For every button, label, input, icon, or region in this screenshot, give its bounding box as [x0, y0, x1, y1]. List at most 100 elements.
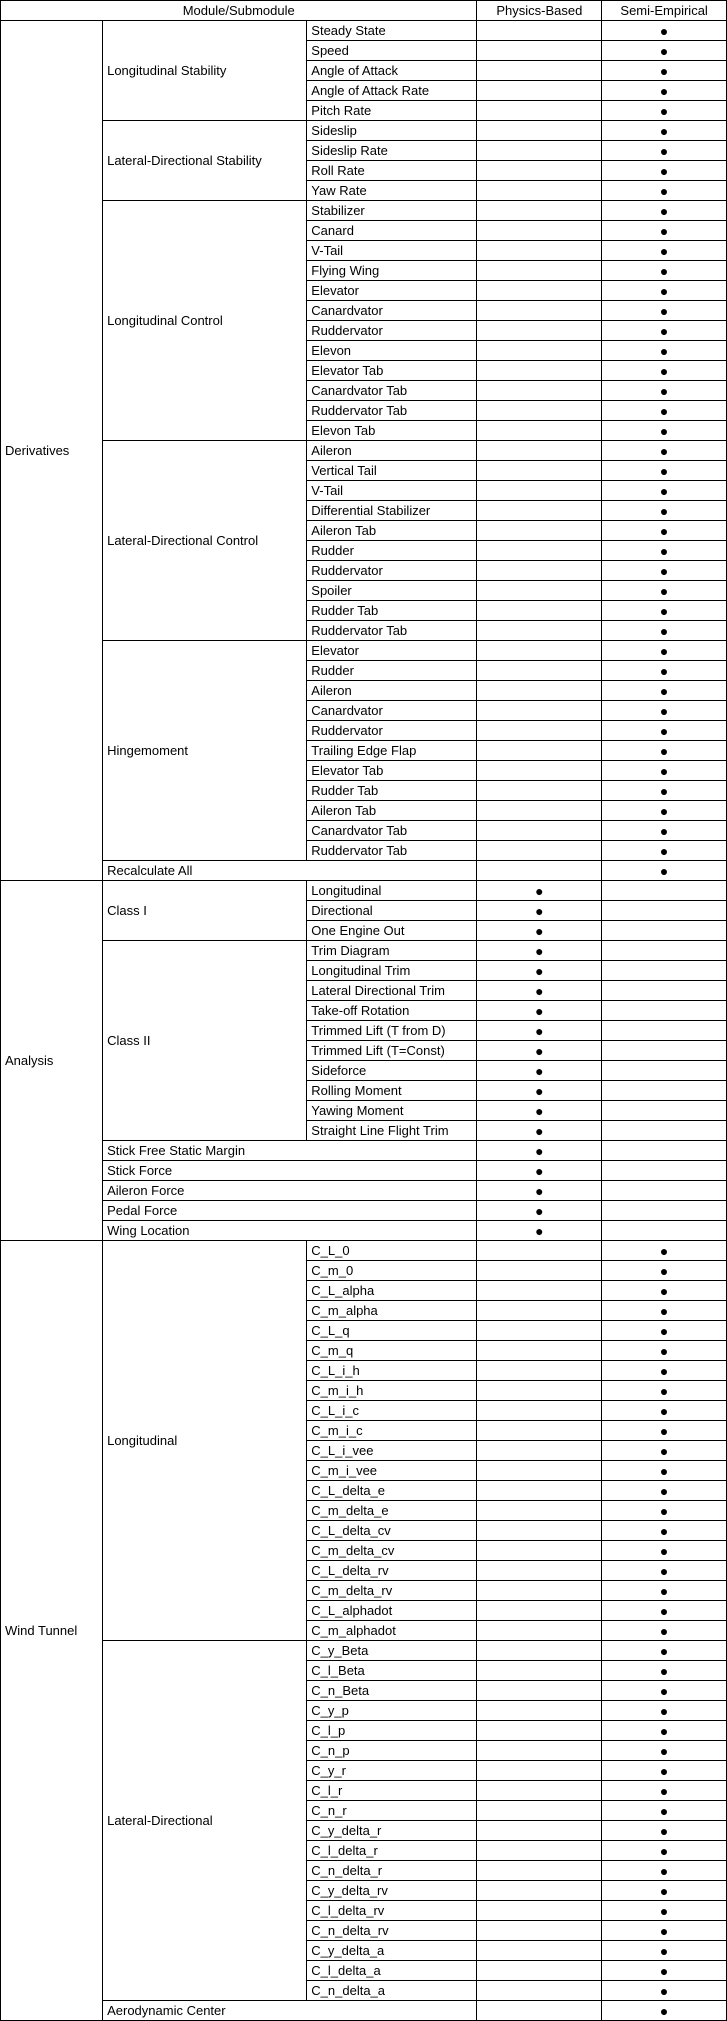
semi-cell: ● — [602, 1801, 727, 1821]
physics-cell — [477, 1981, 602, 2001]
item-cell: V-Tail — [307, 241, 477, 261]
semi-cell: ● — [602, 141, 727, 161]
item-cell: C_y_delta_r — [307, 1821, 477, 1841]
physics-cell — [477, 201, 602, 221]
item-cell: C_L_q — [307, 1321, 477, 1341]
table-row: Pedal Force● — [1, 1201, 727, 1221]
item-cell: Elevator — [307, 281, 477, 301]
item-cell: Elevator — [307, 641, 477, 661]
module-cell: Derivatives — [1, 21, 103, 881]
item-cell: Pedal Force — [103, 1201, 477, 1221]
physics-cell — [477, 1901, 602, 1921]
item-cell: Aerodynamic Center — [103, 2001, 477, 2021]
physics-cell — [477, 2001, 602, 2021]
semi-cell: ● — [602, 681, 727, 701]
item-cell: C_y_delta_a — [307, 1941, 477, 1961]
item-cell: Ruddervator — [307, 321, 477, 341]
table-row: HingemomentElevator● — [1, 641, 727, 661]
semi-cell — [602, 1101, 727, 1121]
physics-cell — [477, 821, 602, 841]
physics-cell — [477, 301, 602, 321]
semi-cell: ● — [602, 241, 727, 261]
physics-cell — [477, 1841, 602, 1861]
table-row: Aileron Force● — [1, 1181, 727, 1201]
physics-cell: ● — [477, 1161, 602, 1181]
item-cell: Stick Free Static Margin — [103, 1141, 477, 1161]
physics-cell — [477, 1781, 602, 1801]
semi-cell — [602, 1081, 727, 1101]
item-cell: C_L_alphadot — [307, 1601, 477, 1621]
physics-cell — [477, 521, 602, 541]
semi-cell: ● — [602, 781, 727, 801]
item-cell: C_l_p — [307, 1721, 477, 1741]
semi-cell: ● — [602, 1581, 727, 1601]
semi-cell — [602, 1201, 727, 1221]
physics-cell: ● — [477, 1061, 602, 1081]
item-cell: Elevon Tab — [307, 421, 477, 441]
table-row: Recalculate All● — [1, 861, 727, 881]
semi-cell — [602, 1221, 727, 1241]
item-cell: Sideforce — [307, 1061, 477, 1081]
physics-cell — [477, 1321, 602, 1341]
semi-cell: ● — [602, 761, 727, 781]
physics-cell — [477, 1641, 602, 1661]
item-cell: C_n_p — [307, 1741, 477, 1761]
item-cell: Trimmed Lift (T from D) — [307, 1021, 477, 1041]
semi-cell: ● — [602, 21, 727, 41]
item-cell: Angle of Attack Rate — [307, 81, 477, 101]
physics-cell: ● — [477, 1141, 602, 1161]
item-cell: C_y_Beta — [307, 1641, 477, 1661]
physics-cell — [477, 801, 602, 821]
table-row: Class IITrim Diagram● — [1, 941, 727, 961]
table-row: Lateral-Directional StabilitySideslip● — [1, 121, 727, 141]
item-cell: V-Tail — [307, 481, 477, 501]
item-cell: Trimmed Lift (T=Const) — [307, 1041, 477, 1061]
item-cell: C_m_delta_rv — [307, 1581, 477, 1601]
item-cell: Sideslip Rate — [307, 141, 477, 161]
group-cell: Lateral-Directional — [103, 1641, 307, 2001]
physics-cell: ● — [477, 1221, 602, 1241]
semi-cell: ● — [602, 1481, 727, 1501]
physics-cell — [477, 1521, 602, 1541]
physics-cell — [477, 221, 602, 241]
physics-cell — [477, 1961, 602, 1981]
group-cell: Lateral-Directional Stability — [103, 121, 307, 201]
physics-cell: ● — [477, 1121, 602, 1141]
item-cell: Longitudinal — [307, 881, 477, 901]
physics-cell — [477, 181, 602, 201]
semi-cell: ● — [602, 1901, 727, 1921]
semi-cell: ● — [602, 501, 727, 521]
physics-cell — [477, 1241, 602, 1261]
table-row: Stick Free Static Margin● — [1, 1141, 727, 1161]
item-cell: Ruddervator Tab — [307, 621, 477, 641]
table-row: DerivativesLongitudinal StabilitySteady … — [1, 21, 727, 41]
physics-cell — [477, 281, 602, 301]
module-cell: Wind Tunnel — [1, 1241, 103, 2021]
item-cell: C_l_delta_r — [307, 1841, 477, 1861]
item-cell: Straight Line Flight Trim — [307, 1121, 477, 1141]
semi-cell: ● — [602, 1701, 727, 1721]
item-cell: Elevator Tab — [307, 361, 477, 381]
physics-cell — [477, 41, 602, 61]
item-cell: C_n_delta_a — [307, 1981, 477, 2001]
physics-cell — [477, 601, 602, 621]
item-cell: Yaw Rate — [307, 181, 477, 201]
semi-cell — [602, 1121, 727, 1141]
physics-cell — [477, 1801, 602, 1821]
item-cell: Recalculate All — [103, 861, 477, 881]
physics-cell — [477, 381, 602, 401]
item-cell: Rolling Moment — [307, 1081, 477, 1101]
physics-cell: ● — [477, 941, 602, 961]
physics-cell: ● — [477, 1181, 602, 1201]
physics-cell — [477, 761, 602, 781]
physics-cell — [477, 121, 602, 141]
item-cell: C_L_0 — [307, 1241, 477, 1261]
item-cell: Trim Diagram — [307, 941, 477, 961]
physics-cell — [477, 741, 602, 761]
semi-cell: ● — [602, 261, 727, 281]
semi-cell: ● — [602, 2001, 727, 2021]
semi-cell: ● — [602, 401, 727, 421]
semi-cell — [602, 1001, 727, 1021]
physics-cell — [477, 401, 602, 421]
physics-cell: ● — [477, 1041, 602, 1061]
